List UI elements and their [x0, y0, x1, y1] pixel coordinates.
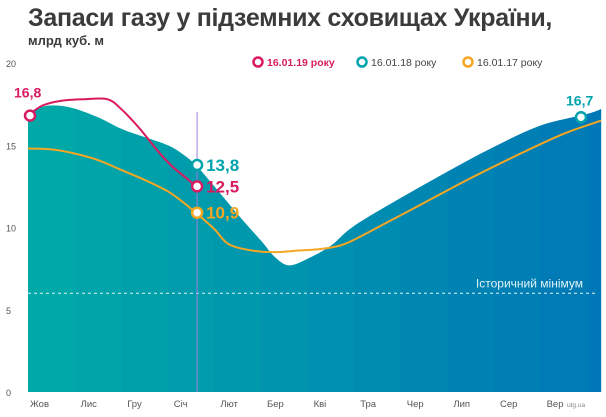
data-point-marker	[574, 111, 588, 124]
month-band	[587, 105, 602, 392]
month-band	[540, 105, 589, 392]
month-band	[494, 105, 542, 392]
data-label: 16,8	[14, 85, 41, 101]
y-tick-label: 20	[6, 59, 16, 69]
x-tick-label: Лип	[453, 399, 470, 410]
legend-label: 16.01.19 року	[267, 57, 335, 69]
data-label: 16,7	[566, 92, 593, 108]
chart-title: Запаси газу у підземних сховищах України…	[28, 4, 553, 32]
x-tick-label: Лют	[220, 399, 238, 410]
data-label: 12,5	[206, 177, 239, 196]
y-tick-label: 0	[6, 388, 11, 398]
month-band	[28, 105, 76, 392]
month-band	[400, 105, 449, 392]
data-point-marker	[190, 180, 204, 193]
chart-subtitle: млрд куб. м	[28, 33, 104, 48]
month-band	[447, 105, 495, 392]
data-label: 10,9	[206, 204, 239, 223]
line-series-16.01.19 року	[27, 97, 197, 188]
legend-label: 16.01.18 року	[371, 57, 437, 69]
source-label: utg.ua	[567, 402, 585, 409]
x-tick-label: Жов	[30, 399, 49, 410]
x-tick-label: Січ	[174, 399, 188, 410]
legend-marker-icon	[356, 56, 368, 68]
x-tick-label: Кві	[314, 399, 327, 410]
legend-marker-icon	[252, 56, 264, 68]
line-series-16.01.17 року	[27, 119, 602, 254]
x-tick-label: Чер	[407, 399, 424, 410]
x-tick-label: Сер	[500, 399, 517, 410]
month-band	[121, 105, 169, 392]
x-tick-label: Гру	[127, 399, 142, 410]
x-tick-label: Лис	[81, 399, 98, 410]
x-tick-label: Вер	[547, 399, 564, 410]
data-point-marker	[190, 158, 204, 172]
x-tick-label: Тра	[360, 399, 377, 410]
area-series-16.01.18 року	[28, 105, 602, 392]
month-band	[307, 105, 356, 392]
historical-minimum-label: Історичний мінімум	[476, 276, 583, 290]
legend-marker-icon	[462, 56, 474, 68]
y-tick-label: 15	[6, 141, 16, 151]
data-point-marker	[190, 206, 204, 219]
data-label: 13,8	[206, 156, 239, 175]
month-band	[74, 105, 123, 392]
month-band	[261, 105, 309, 392]
data-point-marker	[23, 109, 37, 122]
legend-label: 16.01.17 року	[477, 57, 543, 69]
y-tick-label: 5	[6, 306, 11, 316]
y-tick-label: 10	[6, 224, 16, 234]
x-tick-label: Бер	[267, 399, 284, 410]
month-band	[354, 105, 402, 392]
